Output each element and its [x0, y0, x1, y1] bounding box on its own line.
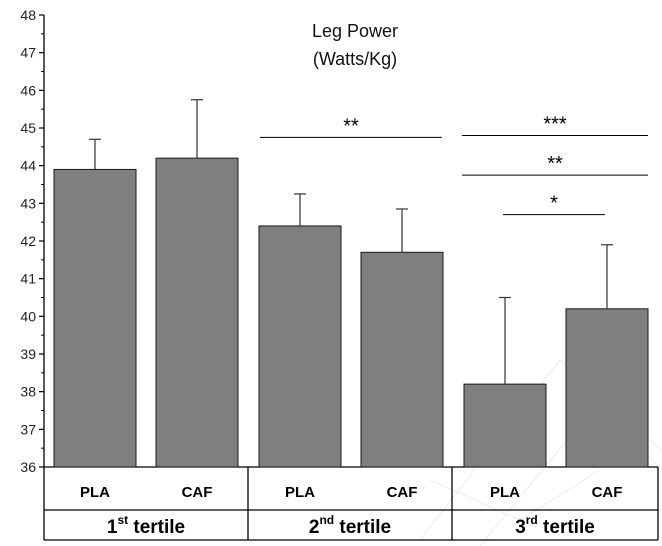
error-bars	[89, 99, 613, 385]
significance-label: **	[547, 153, 563, 175]
y-tick-label: 41	[20, 271, 36, 287]
y-tick-label: 40	[20, 308, 36, 324]
y-tick-label: 46	[20, 82, 36, 98]
y-tick-label: 44	[20, 158, 36, 174]
significance-markers: ** ******	[260, 114, 648, 216]
x-category-label: CAF	[387, 484, 418, 501]
bar	[565, 308, 649, 468]
y-tick-label: 48	[20, 7, 36, 23]
x-category-label: PLA	[80, 484, 110, 501]
y-tick-label: 39	[20, 346, 36, 362]
bars	[53, 157, 649, 468]
y-tick-label: 37	[20, 421, 36, 437]
x-category-label: PLA	[285, 484, 315, 501]
x-axis-table: PLA CAF PLA CAF PLA CAF 1st tertile 2nd tertile…	[43, 467, 659, 541]
y-tick-label: 42	[20, 233, 36, 249]
x-category-label: PLA	[490, 484, 520, 501]
bar	[155, 157, 239, 468]
x-category-label: CAF	[182, 484, 213, 501]
y-tick-label: 38	[20, 384, 36, 400]
significance-label: *	[550, 193, 558, 215]
y-tick-label: 47	[20, 45, 36, 61]
group-label: 2nd tertile	[309, 513, 391, 538]
significance-label: ***	[543, 114, 567, 136]
group-label: 1st tertile	[107, 513, 185, 538]
x-category-label: CAF	[592, 484, 623, 501]
y-axis-ticks: 36 37 38 39 40 41 42 43 44 45 46 47 48	[20, 7, 44, 475]
y-tick-label: 36	[20, 459, 36, 475]
chart-title: Leg Power	[312, 21, 398, 41]
chart-subtitle: (Watts/Kg)	[313, 49, 397, 69]
y-tick-label: 45	[20, 120, 36, 136]
significance-label: **	[343, 115, 359, 137]
y-tick-label: 43	[20, 195, 36, 211]
bar	[258, 225, 342, 468]
bar	[360, 251, 444, 468]
bar	[53, 168, 137, 468]
bar	[463, 383, 547, 468]
group-label: 3rd tertile	[515, 513, 595, 538]
